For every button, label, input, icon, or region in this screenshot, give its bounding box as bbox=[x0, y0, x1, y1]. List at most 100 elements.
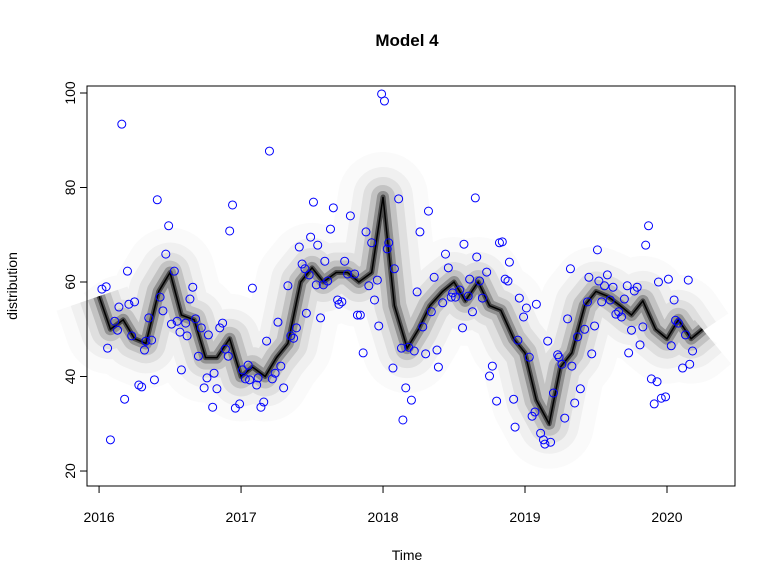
point bbox=[181, 318, 191, 328]
point bbox=[384, 238, 394, 248]
point bbox=[175, 327, 185, 337]
point bbox=[389, 264, 399, 274]
point bbox=[671, 315, 681, 325]
point bbox=[485, 371, 495, 381]
point bbox=[565, 264, 575, 274]
point bbox=[470, 193, 480, 203]
point bbox=[646, 374, 656, 384]
point bbox=[113, 325, 123, 335]
point bbox=[161, 249, 171, 259]
point bbox=[225, 226, 235, 236]
point bbox=[557, 359, 567, 369]
point bbox=[127, 331, 137, 341]
point bbox=[182, 331, 192, 341]
point bbox=[209, 368, 219, 378]
point bbox=[276, 361, 286, 371]
x-axis-label: Time bbox=[392, 547, 423, 563]
point bbox=[313, 240, 323, 250]
point bbox=[297, 259, 307, 269]
point bbox=[605, 295, 615, 305]
point bbox=[563, 314, 573, 324]
point bbox=[124, 299, 134, 309]
point bbox=[626, 325, 636, 335]
point bbox=[513, 335, 523, 345]
point bbox=[624, 348, 634, 358]
point bbox=[320, 256, 330, 266]
point bbox=[482, 267, 492, 277]
point bbox=[215, 323, 225, 333]
point bbox=[594, 276, 604, 286]
point bbox=[477, 293, 487, 303]
point bbox=[149, 375, 159, 385]
point bbox=[617, 312, 627, 322]
point bbox=[406, 395, 416, 405]
fan bbox=[70, 166, 722, 454]
point bbox=[253, 373, 263, 383]
point bbox=[218, 318, 228, 328]
point bbox=[345, 211, 355, 221]
point bbox=[374, 321, 384, 331]
point bbox=[458, 323, 468, 333]
point bbox=[573, 332, 583, 342]
point bbox=[587, 349, 597, 359]
point bbox=[212, 384, 222, 394]
point bbox=[267, 374, 277, 384]
point bbox=[521, 303, 531, 313]
point bbox=[169, 266, 179, 276]
point bbox=[475, 276, 485, 286]
point bbox=[619, 294, 629, 304]
point bbox=[325, 224, 335, 234]
point bbox=[560, 413, 570, 423]
point bbox=[340, 256, 350, 266]
point bbox=[262, 336, 272, 346]
point bbox=[164, 221, 174, 231]
point bbox=[114, 302, 124, 312]
point bbox=[301, 308, 311, 318]
point bbox=[166, 319, 176, 329]
point bbox=[141, 336, 151, 346]
point bbox=[223, 351, 233, 361]
point bbox=[134, 380, 144, 390]
x-tick-label: 2019 bbox=[509, 509, 540, 525]
point bbox=[608, 282, 618, 292]
point bbox=[441, 249, 451, 259]
point bbox=[350, 269, 360, 279]
point bbox=[503, 276, 513, 286]
point bbox=[203, 330, 213, 340]
point bbox=[683, 275, 693, 285]
point bbox=[582, 297, 592, 307]
point bbox=[306, 232, 316, 242]
point bbox=[487, 361, 497, 371]
point bbox=[252, 380, 262, 390]
point bbox=[370, 295, 380, 305]
point bbox=[323, 276, 333, 286]
point bbox=[635, 340, 645, 350]
point bbox=[140, 345, 150, 355]
point bbox=[678, 363, 688, 373]
point bbox=[592, 245, 602, 255]
point bbox=[429, 272, 439, 282]
point bbox=[105, 435, 115, 445]
point bbox=[459, 239, 469, 249]
point bbox=[666, 341, 676, 351]
point bbox=[450, 292, 460, 302]
point bbox=[632, 282, 642, 292]
point bbox=[656, 393, 666, 403]
point bbox=[103, 343, 113, 353]
point bbox=[240, 374, 250, 384]
point bbox=[97, 284, 107, 294]
point bbox=[510, 422, 520, 432]
point bbox=[602, 270, 612, 280]
point bbox=[412, 287, 422, 297]
point bbox=[497, 237, 507, 247]
point bbox=[379, 96, 389, 106]
point bbox=[279, 383, 289, 393]
point bbox=[259, 397, 269, 407]
point bbox=[130, 297, 140, 307]
point bbox=[423, 206, 433, 216]
point bbox=[256, 402, 266, 412]
point bbox=[122, 266, 132, 276]
point bbox=[117, 119, 127, 129]
point bbox=[300, 264, 310, 274]
point bbox=[661, 392, 671, 402]
